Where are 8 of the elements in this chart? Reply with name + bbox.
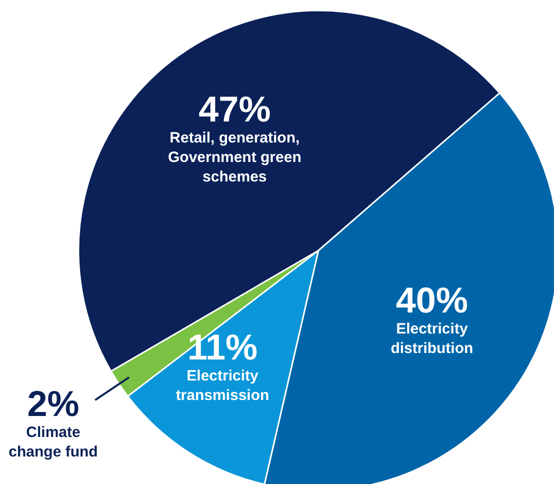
data-label: 2% [27, 383, 80, 424]
slice-label: Electricity transmission [176, 368, 270, 404]
data-label: 40% [396, 280, 468, 321]
data-label: 47% [198, 88, 271, 130]
slice-label: Retail, generation, Government green schemes [168, 129, 302, 186]
slice-label: Electricity distribution [390, 320, 474, 358]
data-label: 11% [187, 326, 258, 368]
slice-label: Climate change fund [8, 424, 98, 461]
